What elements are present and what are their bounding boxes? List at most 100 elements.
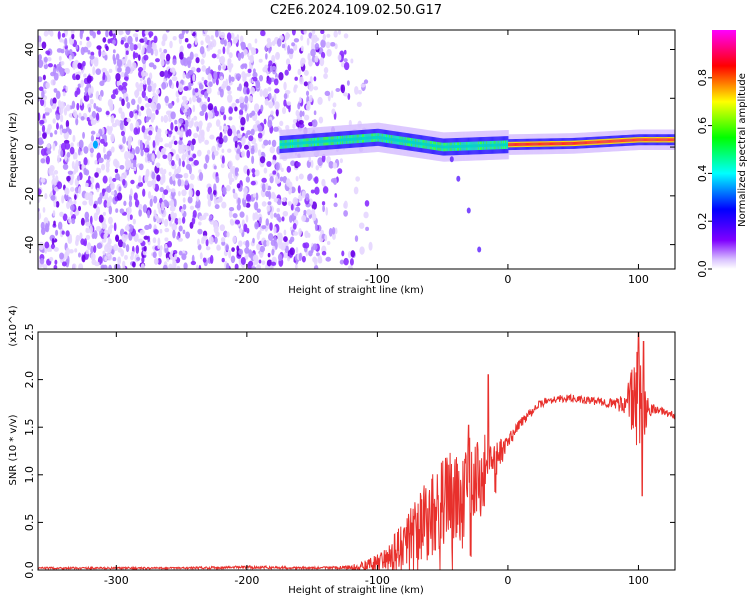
noise-speck [95,133,100,138]
y-tick-label: 0 [23,144,36,151]
noise-speck [108,216,113,225]
signal-peak [639,138,642,142]
noise-speck [100,89,104,98]
noise-speck [102,146,106,154]
noise-speck [364,200,370,207]
noise-speck [188,120,193,129]
noise-speck [62,91,66,97]
noise-speck [165,30,170,33]
signal-peak [670,138,673,142]
noise-speck [271,65,277,71]
noise-speck [205,67,211,76]
signal-peak [378,136,381,139]
signal-peak [666,138,669,142]
noise-speck [64,187,70,195]
noise-speck [270,239,276,247]
noise-speck [77,252,81,258]
noise-speck [314,55,319,63]
noise-speck [124,42,129,49]
y-tick-label: 1.5 [23,418,36,436]
noise-speck [99,192,103,200]
signal-peak [474,144,477,148]
signal-peak [600,140,603,144]
noise-speck [53,88,58,93]
signal-peak [547,142,550,146]
signal-peak [373,136,376,140]
noise-speck [42,132,47,139]
signal-peak [671,138,674,142]
noise-speck [110,115,115,124]
signal-peak [529,142,532,146]
noise-speck [187,128,192,137]
noise-speck [192,88,196,97]
noise-speck [306,37,310,46]
noise-speck [251,266,257,269]
noise-speck [231,247,235,253]
noise-speck [157,244,161,250]
noise-speck [319,57,325,67]
noise-speck [109,224,114,229]
noise-speck [289,215,293,223]
colorbar-ticks: 0.00.20.40.60.8 [696,69,712,278]
noise-speck [315,165,319,171]
noise-speck [213,189,217,196]
noise-speck [113,57,117,65]
noise-speck [248,112,253,118]
noise-speck [171,222,178,231]
noise-speck [207,149,211,155]
noise-speck [169,40,173,49]
noise-speck [118,186,122,192]
signal-peak [471,144,474,148]
noise-speck [112,39,116,45]
noise-speck [144,95,148,101]
noise-speck [248,135,254,142]
noise-speck [64,37,68,47]
noise-speck [311,30,316,35]
spectrogram-y-axis-label: Frequency (Hz) [8,112,19,188]
noise-speck [308,122,313,127]
signal-peak [313,140,316,144]
signal-peak [499,143,502,147]
noise-speck [295,247,299,254]
noise-speck [53,103,57,109]
noise-speck [207,198,212,207]
signal-peak [506,143,509,147]
noise-speck [207,73,212,81]
signal-peak [336,138,339,142]
signal-peak [524,142,527,146]
noise-speck [156,162,160,169]
noise-speck [260,30,266,37]
signal-peak [426,143,429,147]
noise-speck [38,76,43,83]
signal-peak [629,138,632,142]
noise-speck [209,134,215,140]
signal-peak [327,139,330,143]
noise-speck [205,154,210,164]
noise-speck [227,90,232,95]
signal-peak [384,136,387,140]
noise-speck [102,71,106,81]
signal-peak [390,137,393,141]
noise-speck [350,58,354,64]
signal-peak [377,135,380,139]
signal-peak [372,136,375,140]
noise-speck [170,211,175,219]
noise-speck [72,134,76,143]
noise-speck [79,232,83,240]
noise-speck [213,165,217,170]
signal-peak [656,138,659,142]
noise-speck [199,46,205,55]
signal-peak [288,142,291,146]
noise-speck [52,97,57,104]
noise-speck [283,42,287,51]
noise-speck [266,37,271,44]
signal-peak [350,137,353,141]
signal-peak [564,142,567,146]
noise-speck [217,90,221,96]
noise-speck [90,116,94,126]
noise-speck [326,48,332,57]
signal-peak [284,142,287,146]
noise-speck [43,56,48,63]
signal-peak [448,145,451,149]
signal-peak [357,137,360,141]
